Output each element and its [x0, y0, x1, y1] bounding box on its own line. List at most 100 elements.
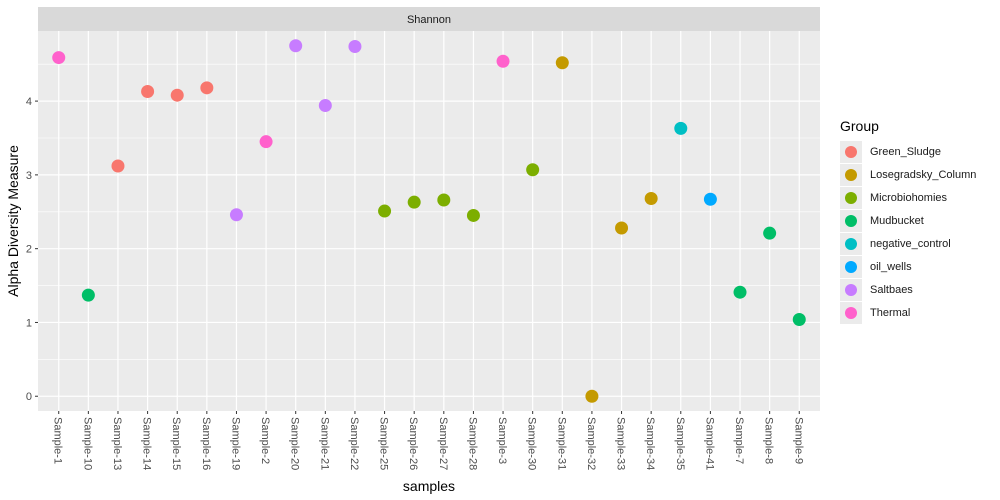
x-tick-label: Sample-3 [496, 417, 508, 464]
x-tick-label: Sample-14 [141, 417, 153, 470]
legend-key [840, 278, 862, 301]
x-tick-label: Sample-9 [792, 417, 804, 464]
x-tick-label: Sample-30 [526, 417, 538, 470]
x-tick-label: Sample-2 [259, 417, 271, 464]
x-tick-label: Sample-33 [615, 417, 627, 470]
data-point [615, 221, 629, 235]
legend-item: Thermal [840, 301, 990, 324]
data-point [407, 195, 421, 209]
y-tick-label: 1 [26, 317, 32, 329]
y-axis: 0 1 2 3 4 [26, 96, 38, 403]
data-point [555, 56, 569, 70]
x-tick-label: Sample-13 [111, 417, 123, 470]
legend-item: Mudbucket [840, 209, 990, 232]
y-tick-label: 3 [26, 170, 32, 182]
data-point [792, 313, 806, 327]
x-tick-label: Sample-21 [318, 417, 330, 470]
x-tick-label: Sample-22 [348, 417, 360, 470]
x-tick-label: Sample-34 [644, 417, 656, 470]
x-tick-label: Sample-41 [703, 417, 715, 470]
data-point [229, 208, 243, 222]
x-tick-label: Sample-28 [466, 417, 478, 470]
y-tick-label: 2 [26, 244, 32, 256]
x-tick-label: Sample-1 [52, 417, 64, 464]
legend-marker [845, 260, 857, 273]
y-tick-label: 4 [26, 96, 32, 108]
x-axis: Sample-1 Sample-10 Sample-13 Sample-14 Sampl… [52, 411, 804, 470]
legend-label: Saltbaes [870, 283, 913, 296]
panel-background [38, 31, 820, 411]
legend-label: Microbiohomies [870, 191, 948, 204]
legend-label: negative_control [870, 237, 951, 250]
legend-label: Mudbucket [870, 214, 924, 227]
legend-marker [845, 306, 857, 319]
data-points [52, 39, 806, 403]
data-point [111, 159, 125, 173]
data-point [318, 99, 332, 113]
x-tick-label: Sample-35 [674, 417, 686, 470]
legend-items: Green_Sludge Losegradsky_Column Microbioho… [840, 140, 990, 324]
data-point [378, 204, 392, 218]
legend-marker [845, 214, 857, 227]
legend-key [840, 163, 862, 186]
data-point [200, 81, 214, 95]
legend-label: Losegradsky_Column [870, 168, 977, 181]
data-point [52, 51, 66, 65]
data-point [526, 163, 540, 177]
y-tick-label: 0 [26, 391, 32, 403]
legend-key [840, 140, 862, 163]
legend-item: oil_wells [840, 255, 990, 278]
legend-marker [845, 145, 857, 158]
x-tick-label: Sample-15 [170, 417, 182, 470]
x-tick-label: Sample-26 [407, 417, 419, 470]
legend-label: Green_Sludge [870, 145, 941, 158]
legend-item: Green_Sludge [840, 140, 990, 163]
legend-key [840, 301, 862, 324]
data-point [496, 54, 510, 68]
data-point [585, 389, 599, 403]
facet-strip [38, 7, 820, 31]
data-point [644, 191, 658, 205]
data-point [437, 193, 451, 207]
data-point [466, 208, 480, 222]
x-tick-label: Sample-25 [378, 417, 390, 470]
x-tick-label: Sample-8 [763, 417, 775, 464]
x-tick-label: Sample-32 [585, 417, 597, 470]
legend-key [840, 209, 862, 232]
x-tick-label: Sample-20 [289, 417, 301, 470]
legend-item: Losegradsky_Column [840, 163, 990, 186]
x-tick-label: Sample-27 [437, 417, 449, 470]
data-point [763, 226, 777, 240]
legend-item: Microbiohomies [840, 186, 990, 209]
legend-key [840, 186, 862, 209]
data-point [674, 121, 688, 135]
legend-label: oil_wells [870, 260, 912, 273]
legend-title: Group [840, 118, 879, 134]
data-point [703, 192, 717, 206]
legend-key [840, 232, 862, 255]
legend-item: Saltbaes [840, 278, 990, 301]
legend-marker [845, 191, 857, 204]
grid-lines [38, 31, 820, 411]
legend-label: Thermal [870, 306, 911, 319]
y-axis-title: Alpha Diversity Measure [5, 145, 21, 297]
legend-key [840, 255, 862, 278]
data-point [81, 288, 95, 302]
legend-marker [845, 168, 857, 181]
x-axis-title: samples [403, 478, 455, 494]
data-point [733, 285, 747, 299]
x-tick-label: Sample-16 [200, 417, 212, 470]
legend-item: negative_control [840, 232, 990, 255]
data-point [170, 88, 184, 102]
data-point [289, 39, 303, 53]
x-tick-label: Sample-19 [229, 417, 241, 470]
legend-marker [845, 283, 857, 296]
legend-marker [845, 237, 857, 250]
facet-title: Shannon [407, 14, 451, 26]
x-tick-label: Sample-10 [81, 417, 93, 470]
x-tick-label: Sample-31 [555, 417, 567, 470]
data-point [348, 39, 362, 53]
data-point [141, 85, 155, 99]
x-tick-label: Sample-7 [733, 417, 745, 464]
